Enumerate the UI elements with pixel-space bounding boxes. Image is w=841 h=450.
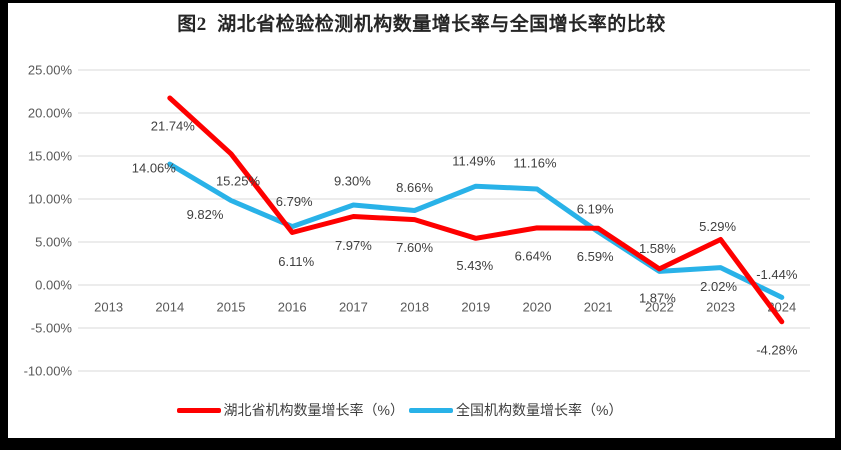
national-data-label: 11.16% (513, 156, 557, 171)
hubei-data-label: 6.59% (577, 249, 614, 264)
x-axis-tick-label: 2021 (584, 300, 613, 315)
y-axis-tick-label: -10.00% (24, 364, 73, 379)
y-axis-tick-label: 10.00% (28, 192, 73, 207)
x-axis-tick-label: 2014 (155, 300, 184, 315)
y-axis-tick-label: 15.00% (28, 149, 73, 164)
legend-item-national: 全国机构数量增长率（%） (409, 400, 622, 420)
national-data-label: 11.49% (452, 154, 496, 169)
hubei-data-label: 15.25% (216, 173, 261, 188)
hubei-data-label: 6.11% (278, 254, 314, 269)
x-axis-tick-label: 2017 (339, 300, 368, 315)
national-data-label: 1.58% (639, 241, 676, 256)
x-axis-tick-label: 2018 (400, 300, 429, 315)
hubei-series-line (167, 95, 785, 325)
hubei-data-label: 7.60% (396, 240, 433, 255)
hubei-data-label: 7.97% (335, 238, 372, 253)
series-lines (167, 95, 785, 325)
legend: 湖北省机构数量增长率（%） 全国机构数量增长率（%） (0, 399, 813, 421)
national-data-label: 9.30% (334, 174, 371, 189)
chart-title: 图2 湖北省检验检测机构数量增长率与全国增长率的比较 (177, 14, 666, 35)
y-axis-tick-label: 20.00% (28, 106, 73, 121)
data-labels: 21.74% 15.25% 6.11% 7.97% 7.60% 5.43% 6.64% 6.5… (132, 119, 798, 358)
y-axis-tick-label: -5.00% (31, 321, 73, 336)
legend-item-hubei: 湖北省机构数量增长率（%） (176, 400, 404, 420)
hubei-line-swatch (176, 407, 221, 413)
x-axis-tick-label: 2013 (94, 300, 123, 315)
hubei-data-label: -4.28% (756, 342, 798, 357)
y-axis-labels: 25.00% 20.00% 15.00% 10.00% 5.00% 0.00% -5.00%… (24, 63, 73, 379)
x-axis-tick-label: 2022 (645, 300, 674, 315)
national-data-label: 6.79% (276, 194, 313, 209)
hubei-data-label: 5.29% (699, 219, 736, 234)
y-axis-tick-label: 0.00% (35, 278, 72, 293)
x-axis-tick-label: 2020 (523, 300, 552, 315)
x-axis-tick-label: 2016 (278, 300, 307, 315)
national-data-label: 14.06% (132, 161, 177, 176)
national-data-label: 9.82% (187, 207, 224, 222)
national-data-label: 8.66% (396, 180, 433, 195)
hubei-data-label: 5.43% (456, 258, 493, 273)
x-axis-tick-label: 2015 (217, 300, 246, 315)
y-axis-tick-label: 5.00% (35, 235, 72, 250)
national-data-label: 2.02% (700, 279, 737, 294)
hubei-data-label: 6.64% (515, 248, 552, 263)
x-axis-tick-label: 2019 (461, 300, 490, 315)
national-line-swatch (409, 407, 453, 413)
hubei-data-label: 21.74% (151, 119, 196, 134)
national-legend-label: 全国机构数量增长率（%） (456, 402, 623, 418)
x-axis-labels: 2013 2014 2015 2016 2017 2018 2019 2020 2021 2022… (94, 300, 796, 315)
x-axis-tick-label: 2023 (706, 300, 735, 315)
national-series-line (167, 161, 785, 300)
national-data-label: -1.44% (756, 267, 798, 282)
hubei-data-label: 1.87% (639, 290, 676, 305)
hubei-legend-label: 湖北省机构数量增长率（%） (223, 402, 404, 418)
y-axis-tick-label: 25.00% (28, 63, 73, 78)
national-data-label: 6.19% (577, 201, 614, 216)
